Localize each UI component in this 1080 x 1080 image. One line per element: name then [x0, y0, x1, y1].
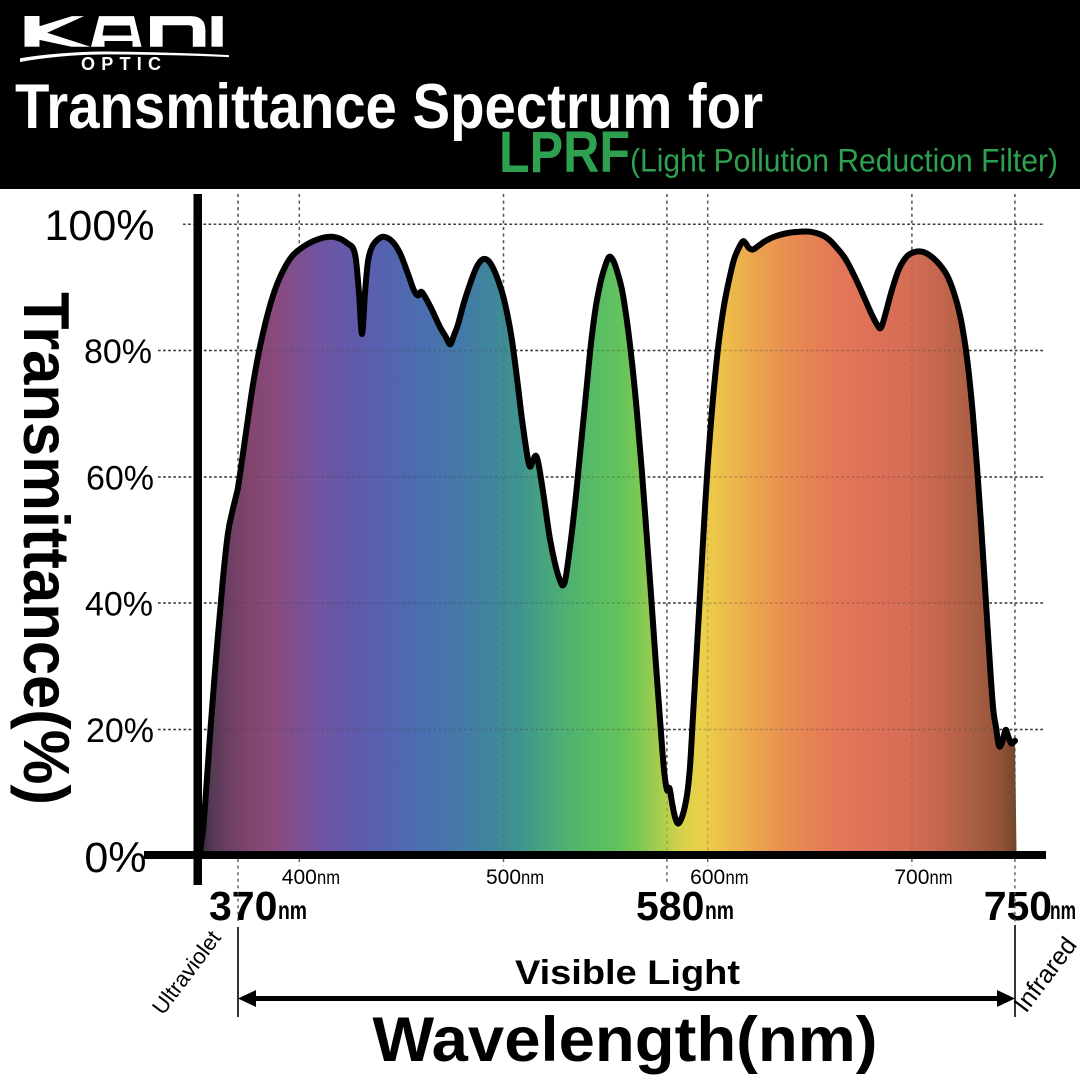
svg-text:580: 580: [636, 883, 704, 929]
svg-text:Transmittance Spectrum for: Transmittance Spectrum for: [15, 72, 763, 142]
svg-text:nm: nm: [521, 868, 544, 889]
svg-text:nm: nm: [705, 895, 734, 925]
svg-text:OPTIC: OPTIC: [81, 54, 161, 74]
svg-text:Visible Light: Visible Light: [515, 954, 740, 992]
svg-text:80%: 80%: [84, 333, 152, 371]
svg-text:nm: nm: [1050, 895, 1076, 925]
svg-text:40%: 40%: [85, 586, 153, 624]
svg-text:600: 600: [690, 866, 725, 889]
svg-text:(Light Pollution Reduction Fil: (Light Pollution Reduction Filter): [630, 143, 1058, 179]
svg-text:500: 500: [486, 866, 521, 889]
svg-text:nm: nm: [278, 895, 307, 925]
svg-text:370: 370: [209, 883, 277, 929]
svg-text:20%: 20%: [86, 712, 154, 750]
svg-text:750: 750: [984, 883, 1052, 929]
svg-text:0%: 0%: [84, 834, 146, 882]
svg-text:60%: 60%: [86, 460, 154, 498]
svg-text:nm: nm: [317, 868, 340, 889]
svg-text:700: 700: [894, 866, 929, 889]
svg-text:400: 400: [282, 866, 317, 889]
svg-text:nm: nm: [930, 868, 953, 889]
svg-text:LPRF: LPRF: [499, 120, 630, 185]
svg-text:Transmittance(%): Transmittance(%): [10, 292, 83, 805]
svg-text:100%: 100%: [45, 202, 155, 250]
svg-text:Wavelength(nm): Wavelength(nm): [373, 1005, 878, 1075]
svg-text:nm: nm: [726, 868, 749, 889]
